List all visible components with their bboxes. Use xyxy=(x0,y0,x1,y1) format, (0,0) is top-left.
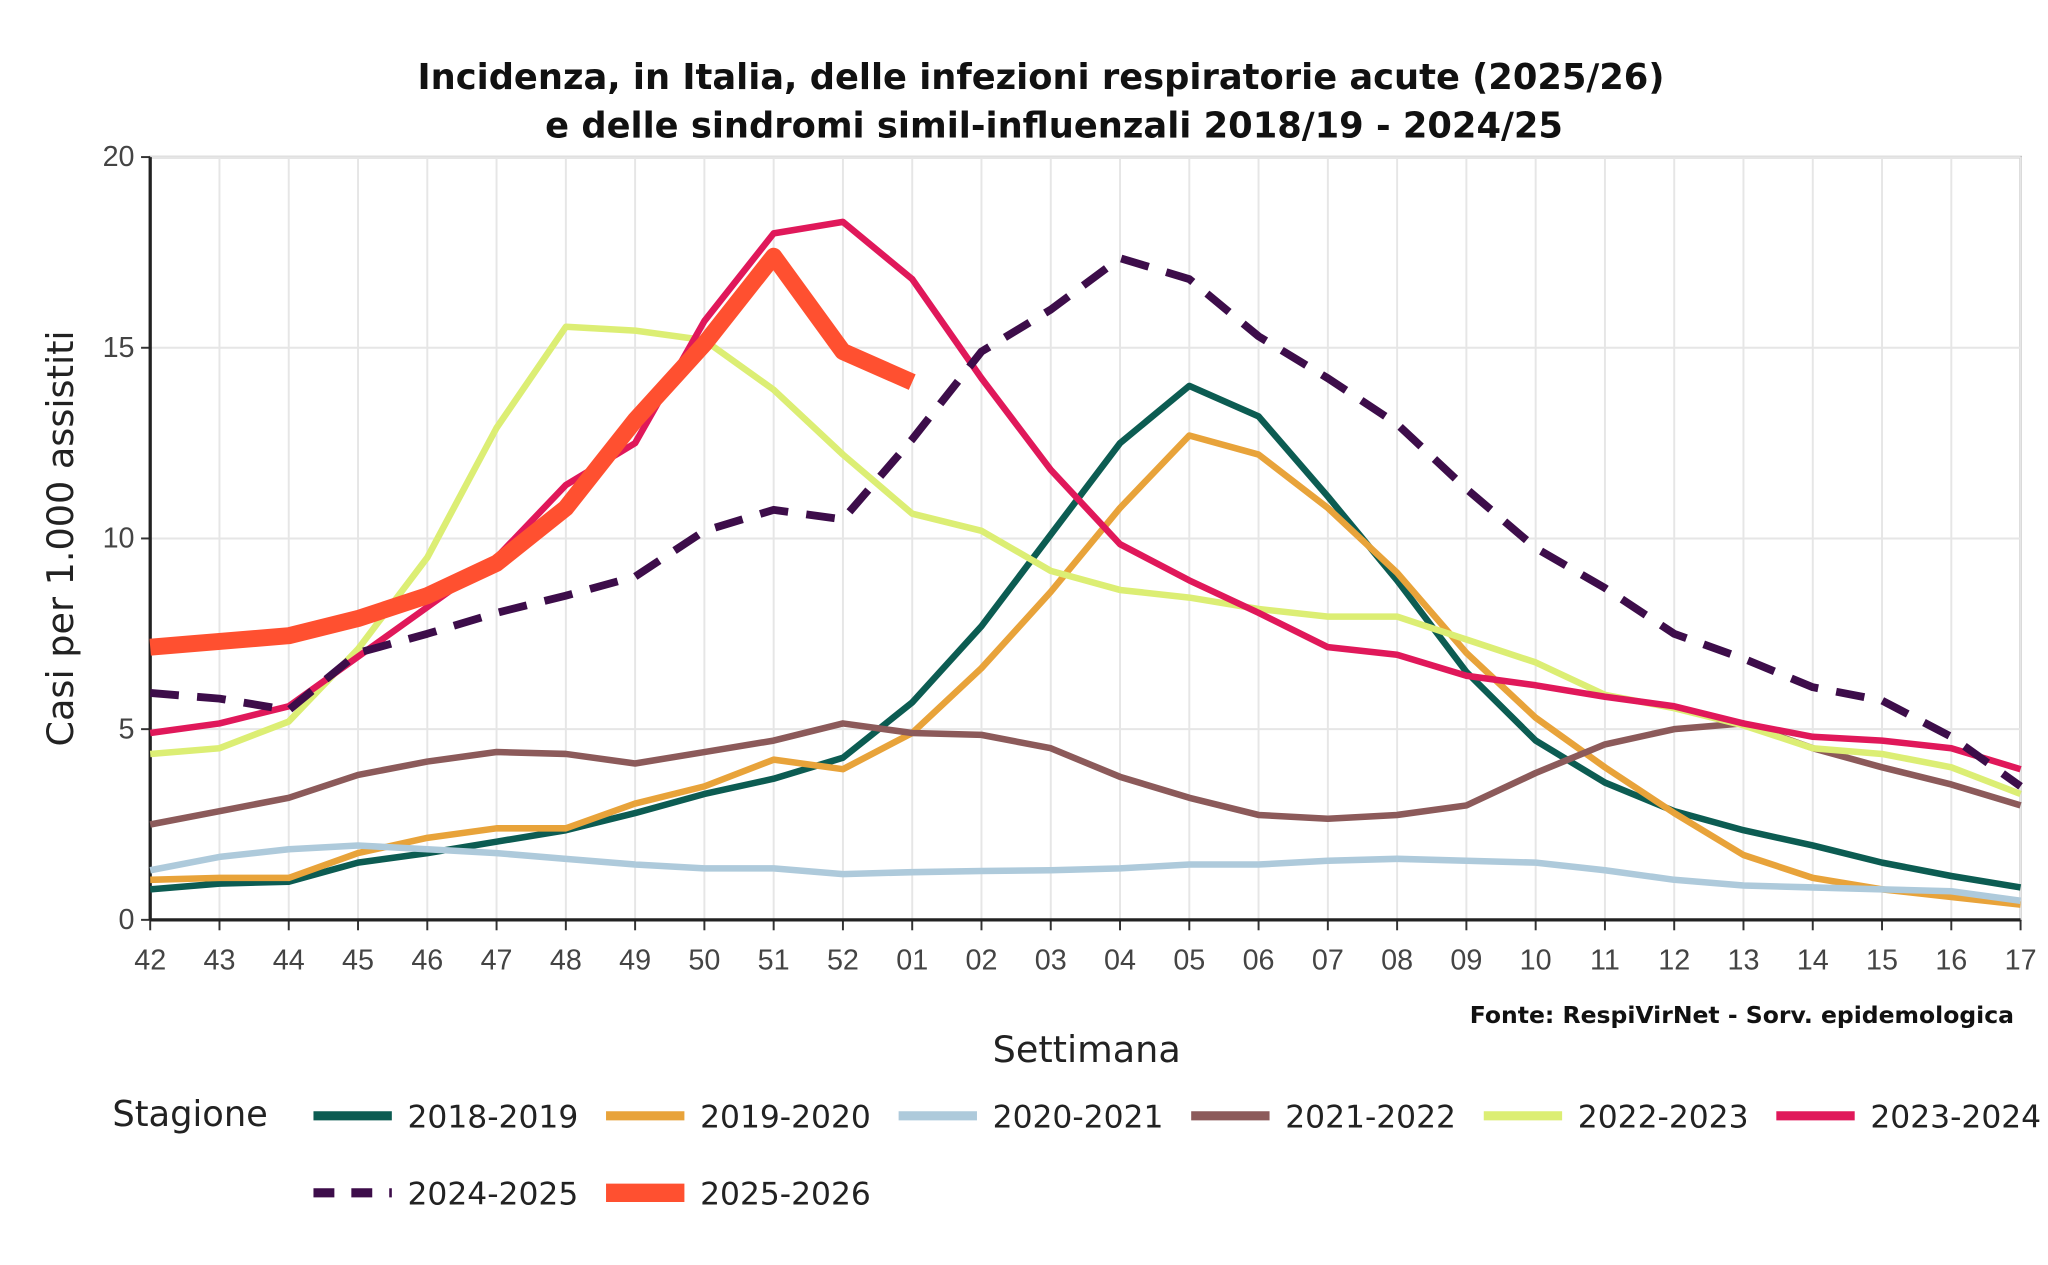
x-axis-label: Settimana xyxy=(993,1028,1181,1071)
x-tick-label: 17 xyxy=(2005,944,2037,976)
y-tick-label: 0 xyxy=(119,904,135,936)
x-tick-label: 06 xyxy=(1243,944,1275,976)
legend-label: 2024-2025 xyxy=(408,1177,579,1213)
x-tick-label: 42 xyxy=(134,944,166,976)
x-tick-label: 05 xyxy=(1173,944,1205,976)
x-tick-label: 11 xyxy=(1590,944,1620,976)
x-tick-label: 46 xyxy=(411,944,443,976)
x-tick-label: 08 xyxy=(1381,944,1413,976)
series-line-2018-2019 xyxy=(149,382,2022,893)
legend-label: 2018-2019 xyxy=(408,1100,579,1136)
legend-label: 2020-2021 xyxy=(993,1100,1164,1136)
x-tick-label: 13 xyxy=(1728,944,1760,976)
y-axis-label: Casi per 1.000 assistiti xyxy=(39,330,82,746)
chart-title-line1: Incidenza, in Italia, delle infezioni re… xyxy=(418,57,1665,98)
series-line-2025-2026 xyxy=(149,247,916,656)
legend-label: 2023-2024 xyxy=(1870,1100,2041,1136)
series-line-2023-2024 xyxy=(149,218,2022,773)
axis-ticks: 42 43 44 45 46 47 48 49 50 51 52 01 02 03 04 05 06 07 08 09… xyxy=(103,141,2037,976)
legend: 2018-2019 2019-2020 2020-2021 2021-2022 2022… xyxy=(313,1100,2041,1213)
series-line-2021-2022 xyxy=(149,720,2022,828)
x-tick-label: 02 xyxy=(966,944,998,976)
legend-label: 2025-2026 xyxy=(700,1177,871,1213)
y-tick-label: 10 xyxy=(103,523,135,555)
x-tick-label: 07 xyxy=(1312,944,1344,976)
series-line-2019-2020 xyxy=(150,432,2021,908)
legend-label: 2021-2022 xyxy=(1285,1100,1456,1136)
x-tick-label: 49 xyxy=(619,944,651,976)
x-tick-label: 04 xyxy=(1104,944,1136,976)
gridlines xyxy=(148,155,2022,922)
x-tick-label: 16 xyxy=(1935,944,1967,976)
x-tick-label: 47 xyxy=(481,944,513,976)
x-tick-label: 09 xyxy=(1450,944,1482,976)
series-line-2024-2025 xyxy=(149,254,2023,790)
x-tick-label: 44 xyxy=(273,944,305,976)
y-tick-label: 5 xyxy=(119,713,135,745)
y-tick-label: 15 xyxy=(103,332,135,364)
x-tick-label: 14 xyxy=(1797,944,1829,976)
x-tick-label: 12 xyxy=(1658,944,1690,976)
source-note: Fonte: RespiVirNet - Sorv. epidemologica xyxy=(1470,1001,2014,1029)
x-tick-label: 15 xyxy=(1866,944,1898,976)
legend-label: 2022-2023 xyxy=(1578,1100,1749,1136)
legend-label: 2019-2020 xyxy=(700,1100,871,1136)
x-tick-label: 10 xyxy=(1520,944,1552,976)
x-tick-label: 51 xyxy=(758,944,790,976)
x-tick-label: 48 xyxy=(550,944,582,976)
legend-title: Stagione xyxy=(112,1094,268,1135)
x-tick-label: 01 xyxy=(896,944,928,976)
x-tick-label: 43 xyxy=(204,944,236,976)
x-tick-label: 03 xyxy=(1035,944,1067,976)
chart-title-line2: e delle sindromi simil-influenzali 2018/… xyxy=(545,105,1563,146)
series-lines xyxy=(149,218,2023,908)
y-tick-label: 20 xyxy=(103,141,135,173)
x-tick-label: 45 xyxy=(342,944,374,976)
series-line-2020-2021 xyxy=(149,842,2022,905)
x-tick-label: 50 xyxy=(688,944,720,976)
x-tick-label: 52 xyxy=(827,944,859,976)
